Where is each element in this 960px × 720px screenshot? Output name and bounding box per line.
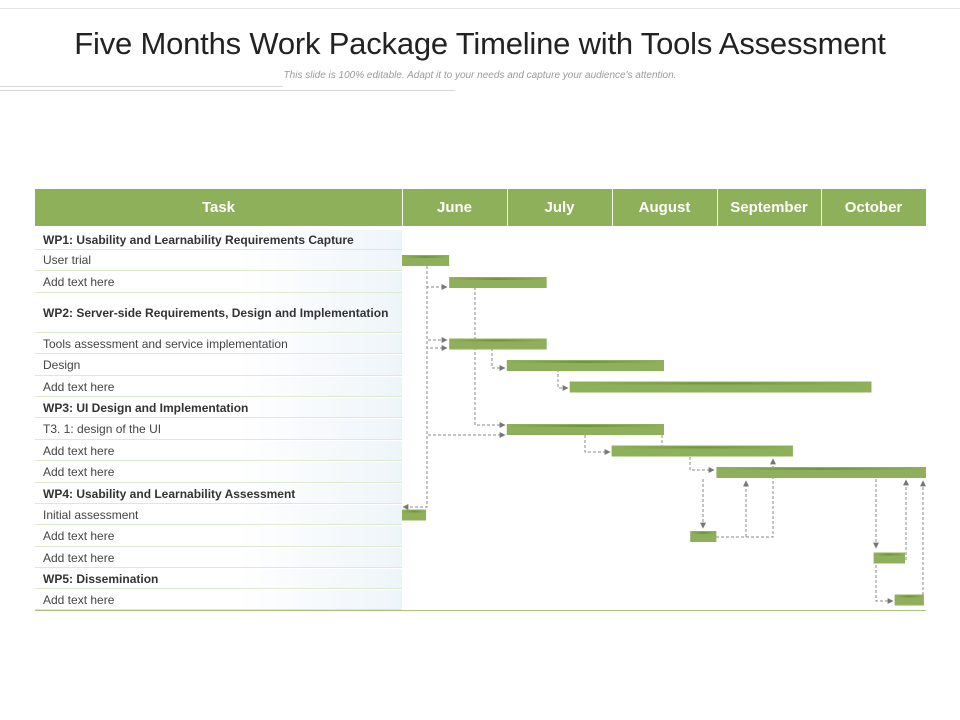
header-month: October bbox=[821, 189, 926, 226]
task-row: Add text here bbox=[35, 548, 402, 568]
task-row: Add text here bbox=[35, 462, 402, 483]
task-row: User trial bbox=[35, 250, 402, 271]
header-month: September bbox=[717, 189, 821, 226]
gantt-bar-highlight bbox=[507, 361, 663, 363]
dependency-arrow bbox=[426, 266, 448, 351]
gantt-bar[interactable] bbox=[894, 594, 924, 606]
task-row: Add text here bbox=[35, 590, 402, 610]
gantt-bar-highlight bbox=[895, 595, 923, 598]
gantt-bar-highlight bbox=[717, 468, 925, 470]
gantt-bar[interactable] bbox=[506, 360, 664, 371]
header-divider bbox=[507, 189, 508, 226]
dependency-arrow bbox=[426, 266, 448, 343]
gantt-bar[interactable] bbox=[449, 338, 547, 350]
task-row: Add text here bbox=[35, 526, 402, 547]
gantt-bar[interactable] bbox=[873, 552, 905, 564]
gantt-bar-highlight bbox=[403, 510, 426, 513]
task-row: Add text here bbox=[35, 272, 402, 293]
dependency-arrow bbox=[426, 266, 506, 438]
task-row: Tools assessment and service implementat… bbox=[35, 334, 402, 354]
header-divider bbox=[821, 189, 822, 226]
gantt-bar-highlight bbox=[874, 553, 904, 556]
dependency-arrow bbox=[474, 287, 506, 428]
task-row: Initial assessment bbox=[35, 505, 402, 525]
gantt-bar[interactable] bbox=[716, 467, 926, 478]
subtitle-rule bbox=[0, 86, 283, 87]
dependency-arrow bbox=[875, 565, 894, 604]
header-task: Task bbox=[35, 189, 402, 226]
task-row: Add text here bbox=[35, 377, 402, 397]
gantt-bar[interactable] bbox=[611, 445, 793, 457]
header-divider bbox=[612, 189, 613, 226]
dependency-arrow bbox=[584, 435, 611, 455]
gantt-bar-highlight bbox=[691, 532, 716, 534]
gantt-bar-highlight bbox=[570, 382, 871, 385]
table-header: Task June July August September October bbox=[35, 189, 926, 226]
task-row: T3. 1: design of the UI bbox=[35, 419, 402, 440]
gantt-bar-highlight bbox=[450, 278, 546, 280]
dependency-arrow bbox=[491, 348, 506, 371]
gantt-bar-highlight bbox=[612, 446, 792, 449]
dependency-arrow bbox=[557, 369, 569, 391]
dependency-arrow bbox=[402, 266, 428, 510]
header-month: August bbox=[612, 189, 717, 226]
subtitle-rule bbox=[0, 90, 455, 91]
work-package-row: WP3: UI Design and Implementation bbox=[35, 398, 402, 418]
gantt-bar[interactable] bbox=[402, 509, 427, 521]
work-package-row: WP1: Usability and Learnability Requirem… bbox=[35, 230, 402, 250]
task-row: Add text here bbox=[35, 441, 402, 461]
gantt-bar-highlight bbox=[450, 339, 546, 342]
gantt-bar[interactable] bbox=[506, 424, 664, 435]
gantt-bar[interactable] bbox=[402, 255, 450, 266]
work-package-row: WP4: Usability and Learnability Assessme… bbox=[35, 484, 402, 504]
gantt-bar-highlight bbox=[403, 256, 449, 258]
gantt-bar[interactable] bbox=[690, 531, 717, 542]
header-divider bbox=[717, 189, 718, 226]
work-package-row: WP5: Dissemination bbox=[35, 569, 402, 589]
gantt-bar-highlight bbox=[507, 425, 663, 427]
slide-subtitle: This slide is 100% editable. Adapt it to… bbox=[283, 70, 677, 81]
task-row: Design bbox=[35, 355, 402, 376]
gantt-bar[interactable] bbox=[449, 277, 547, 288]
dependency-arrow bbox=[426, 266, 448, 290]
work-package-row: WP2: Server-side Requirements, Design an… bbox=[35, 293, 402, 333]
table-bottom-border bbox=[35, 610, 926, 611]
header-divider bbox=[402, 189, 403, 226]
dependency-arrow bbox=[716, 458, 776, 538]
top-rule bbox=[0, 8, 960, 9]
header-month: June bbox=[402, 189, 507, 226]
header-month: July bbox=[507, 189, 612, 226]
slide-title: Five Months Work Package Timeline with T… bbox=[74, 26, 886, 61]
gantt-bar[interactable] bbox=[569, 381, 872, 393]
